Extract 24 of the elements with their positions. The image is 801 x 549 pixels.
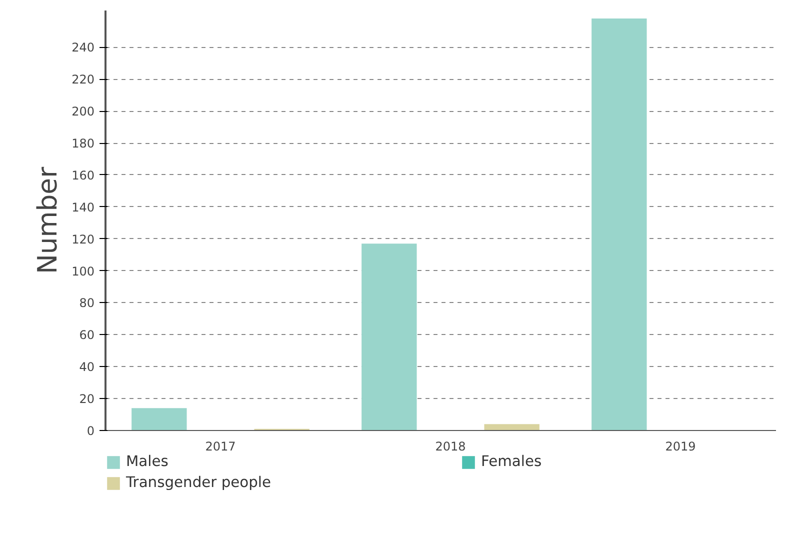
- y-tick-label: 120: [72, 232, 94, 246]
- legend-label: Males: [126, 453, 170, 470]
- y-tick-label: 220: [72, 72, 94, 87]
- y-tick-label: 20: [79, 392, 95, 406]
- y-tick-label: 60: [79, 328, 95, 342]
- x-tick-label: 2018: [435, 440, 466, 454]
- y-axis-title: Number: [32, 166, 64, 274]
- bar: [484, 424, 540, 430]
- y-tick-label: 140: [72, 200, 94, 214]
- bar: [362, 244, 417, 430]
- x-tick-label: 2017: [205, 440, 236, 454]
- y-tick-label: 180: [72, 136, 94, 151]
- bar: [592, 18, 647, 430]
- y-tick-label: 0: [86, 424, 95, 438]
- y-tick-label: 160: [72, 168, 94, 182]
- x-tick-label: 2019: [665, 440, 696, 454]
- y-tick-label: 240: [72, 40, 94, 55]
- legend-label: Transgender people: [126, 474, 272, 491]
- y-tick-label: 200: [72, 104, 94, 119]
- y-tick-label: 80: [79, 296, 95, 310]
- y-tick-label: 40: [79, 360, 95, 374]
- bar: [132, 408, 187, 430]
- legend-label: Females: [481, 453, 543, 470]
- y-tick-label: 100: [72, 264, 94, 278]
